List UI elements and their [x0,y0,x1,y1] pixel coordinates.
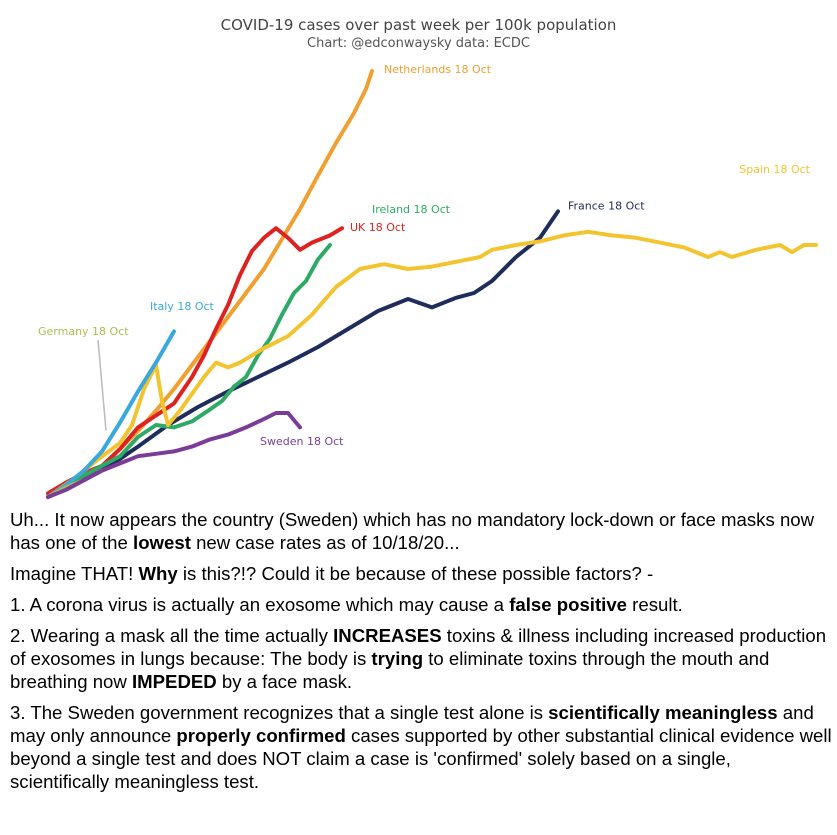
paragraph-4: 2. Wearing a mask all the time actually … [10,625,827,692]
series-label-uk: UK 18 Oct [350,221,406,234]
paragraph-3: 1. A corona virus is actually an exosome… [10,594,683,615]
series-label-germany: Germany 18 Oct [38,325,129,338]
paragraph-1: Uh... It now appears the country (Sweden… [10,509,815,553]
label-leader-germany [97,339,107,431]
chart: COVID-19 cases over past week per 100k p… [38,16,818,499]
series-label-ireland: Ireland 18 Oct [372,203,451,216]
paragraph-2: Imagine THAT! Why is this?!? Could it be… [10,563,654,584]
series-line-ireland [46,243,332,499]
caption-text: Uh... It now appears the country (Sweden… [10,508,832,801]
series-line-spain [46,229,818,499]
chart-plot: Netherlands 18 Oct France 18 Oct UK 18 Oct… [38,63,818,499]
series-line-italy [46,329,176,499]
series-label-netherlands: Netherlands 18 Oct [384,63,492,76]
chart-title: COVID-19 cases over past week per 100k p… [220,16,617,34]
series-line-uk [46,226,344,496]
series-label-sweden: Sweden 18 Oct [260,435,344,448]
series-line-sweden [46,411,302,499]
series-line-france [46,209,560,499]
series-label-spain: Spain 18 Oct [739,163,810,176]
chart-subtitle: Chart: @edconwaysky data: ECDC [307,36,530,51]
series-label-france: France 18 Oct [568,199,645,212]
paragraph-5: 3. The Sweden government recognizes that… [10,702,832,792]
series-line-netherlands [46,69,374,499]
series-label-italy: Italy 18 Oct [150,300,215,313]
